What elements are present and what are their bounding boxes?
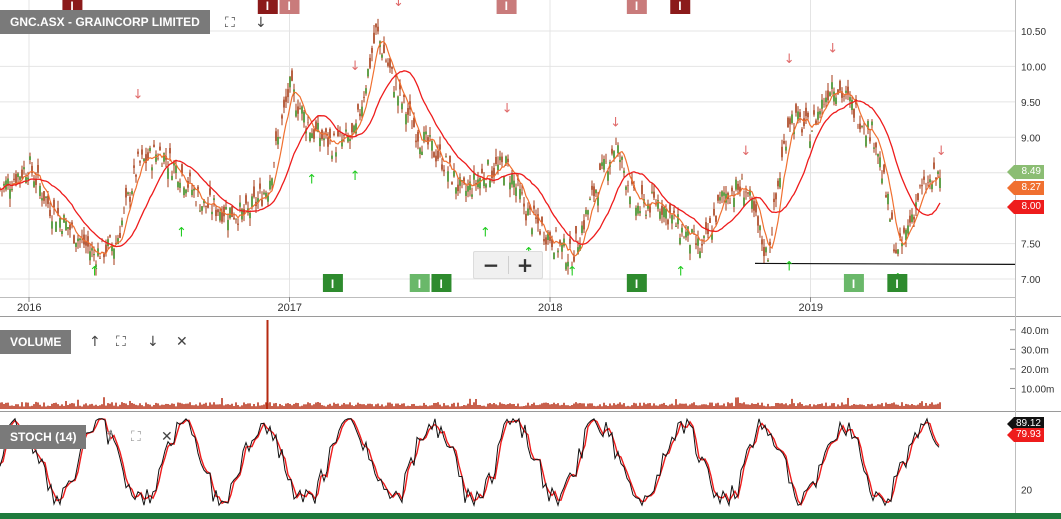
- buy-signal-marker: [887, 274, 908, 292]
- up-arrow-icon: ↑: [306, 172, 317, 187]
- fullscreen-icon[interactable]: ⛶: [131, 429, 141, 445]
- up-arrow-icon: ↑: [567, 264, 578, 279]
- zoom-in-button[interactable]: +: [516, 253, 534, 277]
- vol-tick-label: 20.0m: [1021, 365, 1049, 376]
- x-tick-label: 2017: [278, 302, 302, 314]
- sell-signal-marker-text: I: [288, 0, 291, 13]
- close-icon[interactable]: ✕: [161, 429, 173, 445]
- stoch-k-line: [0, 417, 940, 508]
- sell-signal-marker-text: I: [505, 0, 508, 13]
- support-line: [754, 262, 1016, 266]
- stoch-k-tag: 89.12: [1007, 417, 1044, 431]
- up-arrow-icon: ↑: [176, 225, 187, 240]
- sell-signal-marker: [279, 0, 300, 14]
- sell-signal-marker-text: I: [678, 0, 681, 13]
- up-arrow-icon: ↑: [350, 169, 361, 184]
- buy-signal-marker: [626, 274, 647, 292]
- zoom-control: − +: [473, 251, 543, 279]
- sell-signal-marker: [496, 0, 517, 14]
- candles: [0, 18, 941, 276]
- vol-tick-label: 40.0m: [1021, 326, 1049, 337]
- down-arrow-icon: ↓: [133, 87, 144, 102]
- y-tick-label: 10.00: [1021, 62, 1046, 73]
- buy-signal-marker-text: I: [439, 277, 442, 291]
- stoch-d-tag: 79.93: [1007, 428, 1044, 442]
- close-icon[interactable]: ✕: [176, 334, 188, 350]
- ma-slow-tag: 8.00: [1007, 200, 1044, 214]
- zoom-out-button[interactable]: −: [482, 253, 500, 277]
- y-tick-label: 9.50: [1021, 98, 1041, 109]
- sell-signal-marker-text: I: [70, 0, 73, 13]
- y-tick-label: 7.00: [1021, 275, 1041, 286]
- arrow-up-icon[interactable]: ↑: [104, 429, 116, 445]
- arrow-down-icon[interactable]: ↓: [147, 334, 159, 350]
- buy-signal-marker-text: I: [852, 277, 855, 291]
- x-tick-label: 2019: [799, 302, 823, 314]
- y-tick-label: 7.50: [1021, 240, 1041, 251]
- sell-signal-marker: [257, 0, 278, 14]
- arrow-up-icon[interactable]: ↑: [89, 334, 101, 350]
- y-tick-label: 9.00: [1021, 133, 1041, 144]
- buy-signal-marker-text: I: [895, 277, 898, 291]
- sell-signal-marker-text: I: [635, 0, 638, 13]
- ma-fast-line: [0, 41, 941, 258]
- stoch-tick-label: 20: [1021, 486, 1033, 497]
- x-tick-label: 2018: [538, 302, 562, 314]
- sell-signal-marker: [626, 0, 647, 14]
- down-arrow-icon: ↓: [740, 144, 751, 159]
- vol-tick-label: 30.0m: [1021, 345, 1049, 356]
- up-arrow-icon: ↑: [480, 225, 491, 240]
- volume-bars: [0, 397, 941, 409]
- y-tick-label: 10.50: [1021, 27, 1046, 38]
- buy-signal-marker-text: I: [418, 277, 421, 291]
- down-arrow-icon: ↓: [502, 101, 513, 116]
- volume-label: VOLUME: [0, 330, 72, 354]
- buy-signal-marker: [322, 274, 343, 292]
- down-arrow-icon: ↓: [393, 0, 404, 10]
- down-arrow-icon: ↓: [827, 41, 838, 56]
- chart-title: GNC.ASX - GRAINCORP LIMITED: [0, 10, 210, 34]
- up-arrow-icon: ↑: [675, 264, 686, 279]
- down-arrow-icon: ↓: [610, 116, 621, 131]
- zoom-divider: [508, 256, 509, 274]
- down-arrow-icon: ↓: [784, 52, 795, 67]
- sell-signal-marker: [670, 0, 691, 14]
- fullscreen-icon[interactable]: ⛶: [225, 15, 235, 31]
- vol-tick-label: 10.00m: [1021, 384, 1054, 395]
- arrow-down-icon[interactable]: ↓: [255, 15, 267, 31]
- up-arrow-icon: ↑: [89, 264, 100, 279]
- down-arrow-icon: ↓: [350, 59, 361, 74]
- fullscreen-icon[interactable]: ⛶: [116, 334, 126, 350]
- last-price-tag: 8.49: [1007, 165, 1044, 179]
- buy-signal-marker: [431, 274, 452, 292]
- stoch-label: STOCH (14): [0, 425, 87, 449]
- down-arrow-icon: ↓: [936, 144, 947, 159]
- ma-slow-line: [0, 70, 941, 248]
- buy-signal-marker: [843, 274, 864, 292]
- sell-signal-marker-text: I: [266, 0, 269, 13]
- up-arrow-icon: ↑: [784, 259, 795, 274]
- ma-fast-tag: 8.27: [1007, 181, 1044, 195]
- buy-signal-marker-text: I: [331, 277, 334, 291]
- buy-signal-marker-text: I: [635, 277, 638, 291]
- x-tick-label: 2016: [17, 302, 41, 314]
- bottom-bar: [0, 513, 1061, 519]
- buy-signal-marker: [409, 274, 430, 292]
